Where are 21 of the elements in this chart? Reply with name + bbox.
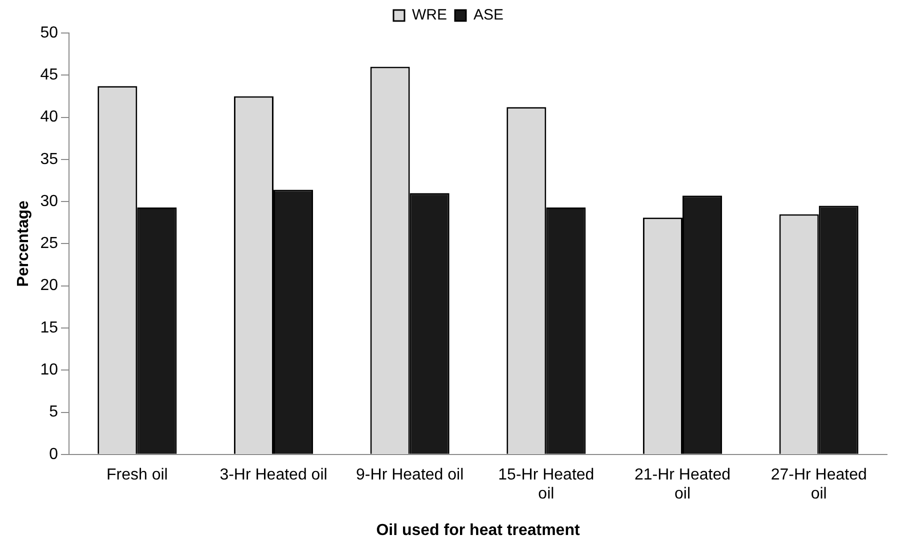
x-tick-label: 27-Hr Heated oil — [770, 466, 867, 503]
legend-label: ASE — [473, 6, 504, 24]
y-axis-title: Percentage — [15, 200, 32, 287]
x-tick-label: 3-Hr Heated oil — [220, 466, 328, 484]
y-tick-label: 35 — [40, 150, 58, 168]
y-tick-label: 40 — [40, 108, 58, 126]
x-tick-label: 21-Hr Heated oil — [634, 466, 731, 503]
y-tick-label: 30 — [40, 192, 58, 210]
y-tick-label: 15 — [40, 319, 58, 336]
x-tick-label: Fresh oil — [106, 466, 168, 484]
y-tick-label: 20 — [40, 277, 58, 294]
y-tick-label: 0 — [49, 446, 58, 463]
x-tick-label: 15-Hr Heated oil — [498, 466, 594, 503]
y-tick-label: 10 — [40, 362, 58, 379]
y-tick-label: 5 — [49, 404, 58, 421]
x-tick-label: 9-Hr Heated oil — [356, 466, 464, 484]
x-axis-title: Oil used for heat treatment — [376, 522, 580, 539]
y-tick-label: 25 — [40, 235, 58, 252]
y-tick-label: 45 — [40, 66, 58, 84]
legend-label: WRE — [412, 6, 447, 24]
y-tick-label: 50 — [40, 24, 58, 42]
